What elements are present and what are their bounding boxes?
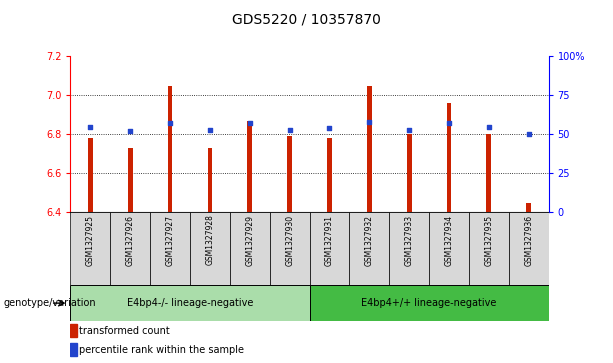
Bar <box>208 148 212 212</box>
Point <box>86 123 96 129</box>
Bar <box>367 86 371 212</box>
Bar <box>70 285 310 321</box>
Point <box>325 125 335 131</box>
Point <box>524 131 533 137</box>
Bar <box>287 136 292 212</box>
Point <box>245 121 255 126</box>
Bar <box>469 212 509 285</box>
Text: GSM1327929: GSM1327929 <box>245 215 254 265</box>
Text: GSM1327934: GSM1327934 <box>444 215 454 266</box>
Bar <box>70 212 110 285</box>
Text: GSM1327927: GSM1327927 <box>166 215 175 265</box>
Text: transformed count: transformed count <box>79 326 170 336</box>
Text: GSM1327930: GSM1327930 <box>285 215 294 266</box>
Text: E4bp4+/+ lineage-negative: E4bp4+/+ lineage-negative <box>362 298 497 308</box>
Bar <box>150 212 190 285</box>
Bar <box>447 103 451 212</box>
Bar <box>389 212 429 285</box>
Bar <box>168 86 172 212</box>
Text: percentile rank within the sample: percentile rank within the sample <box>79 345 244 355</box>
Bar <box>310 212 349 285</box>
Bar <box>128 148 132 212</box>
Point <box>405 127 414 132</box>
Bar <box>70 324 77 337</box>
Bar <box>349 212 389 285</box>
Bar <box>509 212 549 285</box>
Text: GDS5220 / 10357870: GDS5220 / 10357870 <box>232 13 381 27</box>
Text: GSM1327933: GSM1327933 <box>405 215 414 266</box>
Bar <box>190 212 230 285</box>
Bar <box>88 138 93 212</box>
Point <box>444 121 454 126</box>
Bar <box>248 121 252 212</box>
Point <box>484 123 494 129</box>
Text: GSM1327936: GSM1327936 <box>524 215 533 266</box>
Bar <box>527 203 531 212</box>
Text: GSM1327932: GSM1327932 <box>365 215 374 265</box>
Bar <box>230 212 270 285</box>
Bar <box>70 343 77 356</box>
Text: GSM1327935: GSM1327935 <box>484 215 493 266</box>
Bar <box>429 212 469 285</box>
Point <box>364 119 374 125</box>
Bar <box>407 134 411 212</box>
Point <box>284 127 294 132</box>
Bar <box>110 212 150 285</box>
Point <box>125 128 135 134</box>
Bar <box>270 212 310 285</box>
Text: genotype/variation: genotype/variation <box>3 298 96 308</box>
Bar <box>487 134 491 212</box>
Text: GSM1327926: GSM1327926 <box>126 215 135 265</box>
Text: GSM1327928: GSM1327928 <box>205 215 215 265</box>
Point <box>166 121 175 126</box>
Text: GSM1327925: GSM1327925 <box>86 215 95 265</box>
Bar <box>310 285 549 321</box>
Text: E4bp4-/- lineage-negative: E4bp4-/- lineage-negative <box>127 298 253 308</box>
Text: GSM1327931: GSM1327931 <box>325 215 334 265</box>
Point <box>205 127 215 132</box>
Bar <box>327 138 332 212</box>
